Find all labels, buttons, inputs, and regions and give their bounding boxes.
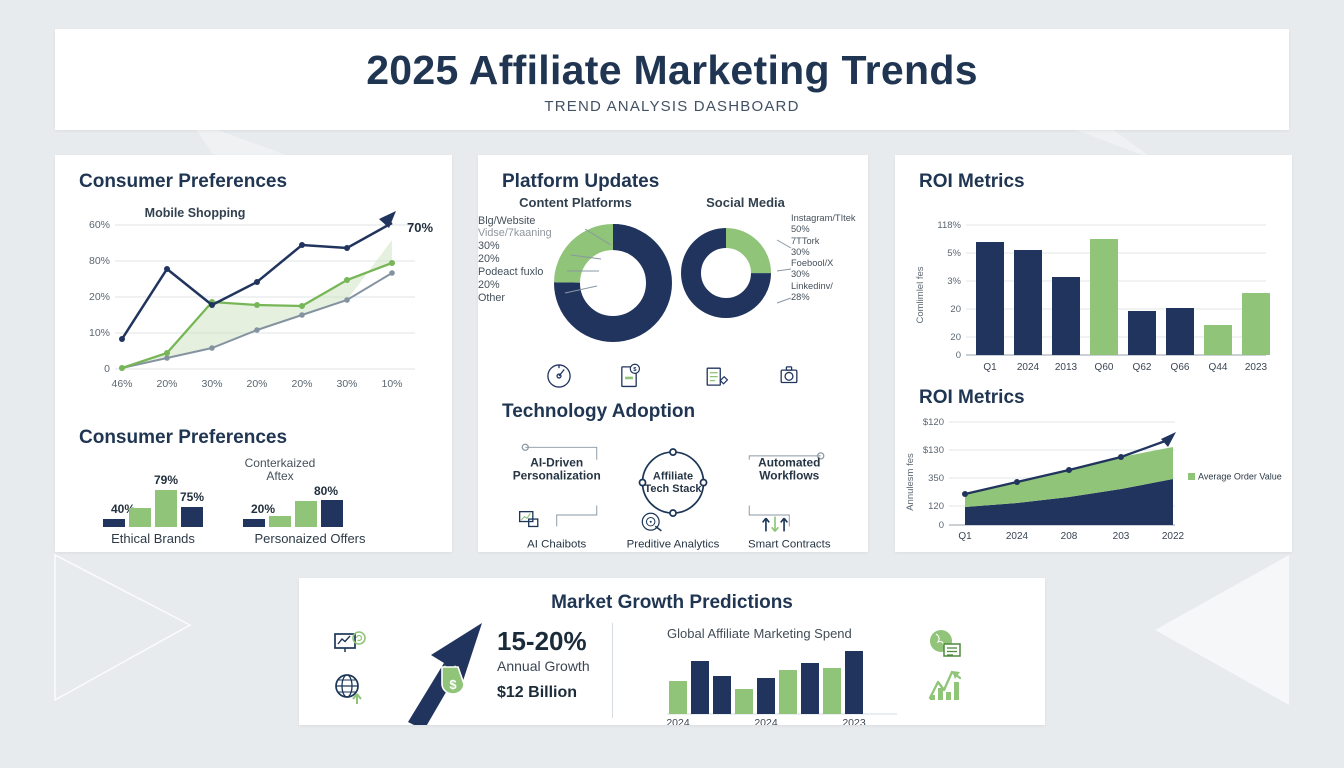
svg-text:Q1: Q1 [958, 531, 972, 542]
svg-text:Average Order Value: Average Order Value [1198, 472, 1282, 482]
svg-text:$130: $130 [923, 445, 944, 456]
svg-text:Smart Contracts: Smart Contracts [748, 538, 831, 550]
svg-text:20%: 20% [251, 502, 275, 516]
svg-text:20%: 20% [89, 291, 110, 303]
svg-text:80%: 80% [89, 255, 110, 267]
svg-text:75%: 75% [180, 490, 204, 504]
svg-text:AI Chaibots: AI Chaibots [527, 538, 586, 550]
svg-text:80%: 80% [314, 484, 338, 498]
svg-text:$: $ [449, 677, 457, 692]
svg-text:10%: 10% [89, 327, 110, 339]
svg-text:203: 203 [1113, 531, 1130, 542]
svg-text:Personaized Offers: Personaized Offers [254, 531, 366, 546]
svg-text:20: 20 [950, 304, 961, 315]
svg-text:208: 208 [1061, 531, 1078, 542]
svg-text:Tech Stack: Tech Stack [644, 483, 702, 495]
svg-text:20%: 20% [246, 378, 267, 390]
svg-text:2024: 2024 [667, 717, 690, 725]
svg-text:5%: 5% [947, 248, 961, 259]
svg-text:Ethical Brands: Ethical Brands [111, 531, 195, 546]
svg-text:46%: 46% [111, 378, 132, 390]
svg-text:Personalization: Personalization [513, 469, 601, 483]
svg-text:350: 350 [928, 473, 944, 484]
svg-text:AI-Driven: AI-Driven [530, 455, 583, 469]
svg-text:Mobile Shopping: Mobile Shopping [145, 206, 246, 220]
svg-text:Annulesm fes: Annulesm fes [905, 453, 916, 511]
svg-text:Comlimlel fes: Comlimlel fes [915, 266, 926, 323]
svg-text:2024: 2024 [754, 717, 778, 725]
svg-text:10%: 10% [381, 378, 402, 390]
svg-text:70%: 70% [407, 220, 433, 235]
svg-text:Q1: Q1 [983, 362, 997, 373]
svg-text:Q44: Q44 [1209, 362, 1228, 373]
svg-text:79%: 79% [154, 473, 178, 487]
svg-text:2024: 2024 [1006, 531, 1029, 542]
svg-text:2024: 2024 [1017, 362, 1040, 373]
svg-text:Preditive Analytics: Preditive Analytics [627, 538, 720, 550]
svg-text:Affiliate: Affiliate [653, 471, 693, 483]
svg-text:Q66: Q66 [1171, 362, 1190, 373]
svg-text:0: 0 [939, 520, 944, 531]
svg-text:2013: 2013 [1055, 362, 1078, 373]
svg-text:120: 120 [928, 501, 944, 512]
svg-text:2023: 2023 [1245, 362, 1268, 373]
svg-text:2023: 2023 [842, 717, 866, 725]
svg-text:Aftex: Aftex [266, 469, 293, 483]
svg-text:30%: 30% [201, 378, 222, 390]
svg-text:Workflows: Workflows [759, 469, 819, 483]
svg-text:118%: 118% [937, 220, 961, 231]
svg-text:Q62: Q62 [1133, 362, 1152, 373]
svg-text:Automated: Automated [758, 455, 820, 469]
svg-text:20: 20 [950, 332, 961, 343]
svg-text:0: 0 [104, 363, 110, 375]
svg-text:3%: 3% [947, 276, 961, 287]
svg-text:20%: 20% [291, 378, 312, 390]
svg-text:Q60: Q60 [1095, 362, 1114, 373]
svg-text:30%: 30% [336, 378, 357, 390]
svg-text:0: 0 [956, 350, 961, 361]
svg-text:20%: 20% [156, 378, 177, 390]
svg-text:2022: 2022 [1162, 531, 1185, 542]
svg-text:Conterkaized: Conterkaized [245, 456, 316, 470]
svg-text:$120: $120 [923, 417, 944, 428]
svg-text:60%: 60% [89, 219, 110, 231]
